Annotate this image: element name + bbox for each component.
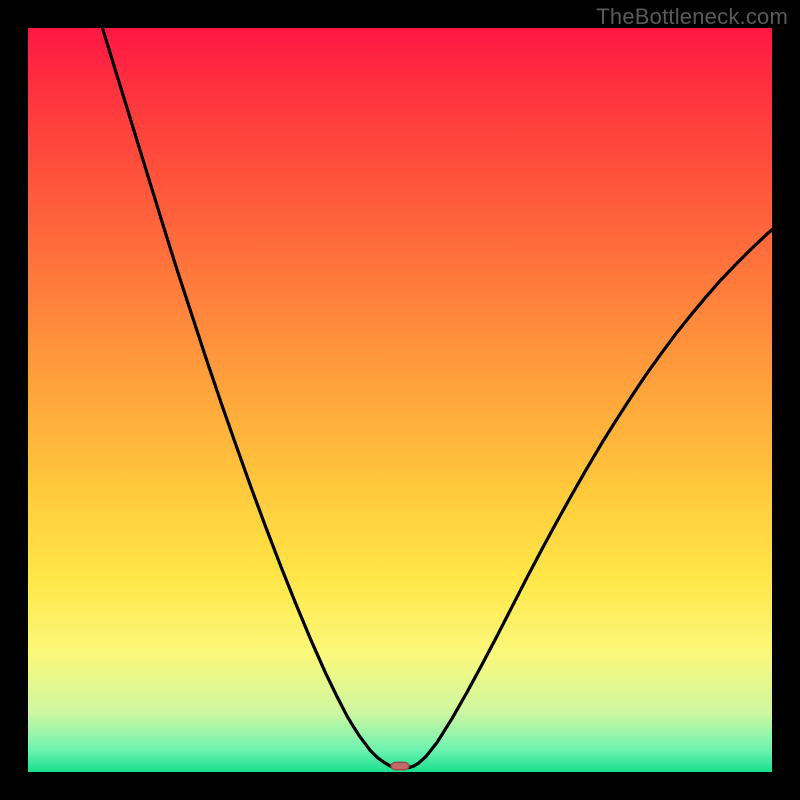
minimum-marker — [391, 762, 409, 769]
plot-area — [28, 28, 772, 772]
gradient-background — [28, 28, 772, 772]
bottleneck-curve-chart — [28, 28, 772, 772]
watermark-text: TheBottleneck.com — [596, 4, 788, 30]
chart-container: TheBottleneck.com — [0, 0, 800, 800]
